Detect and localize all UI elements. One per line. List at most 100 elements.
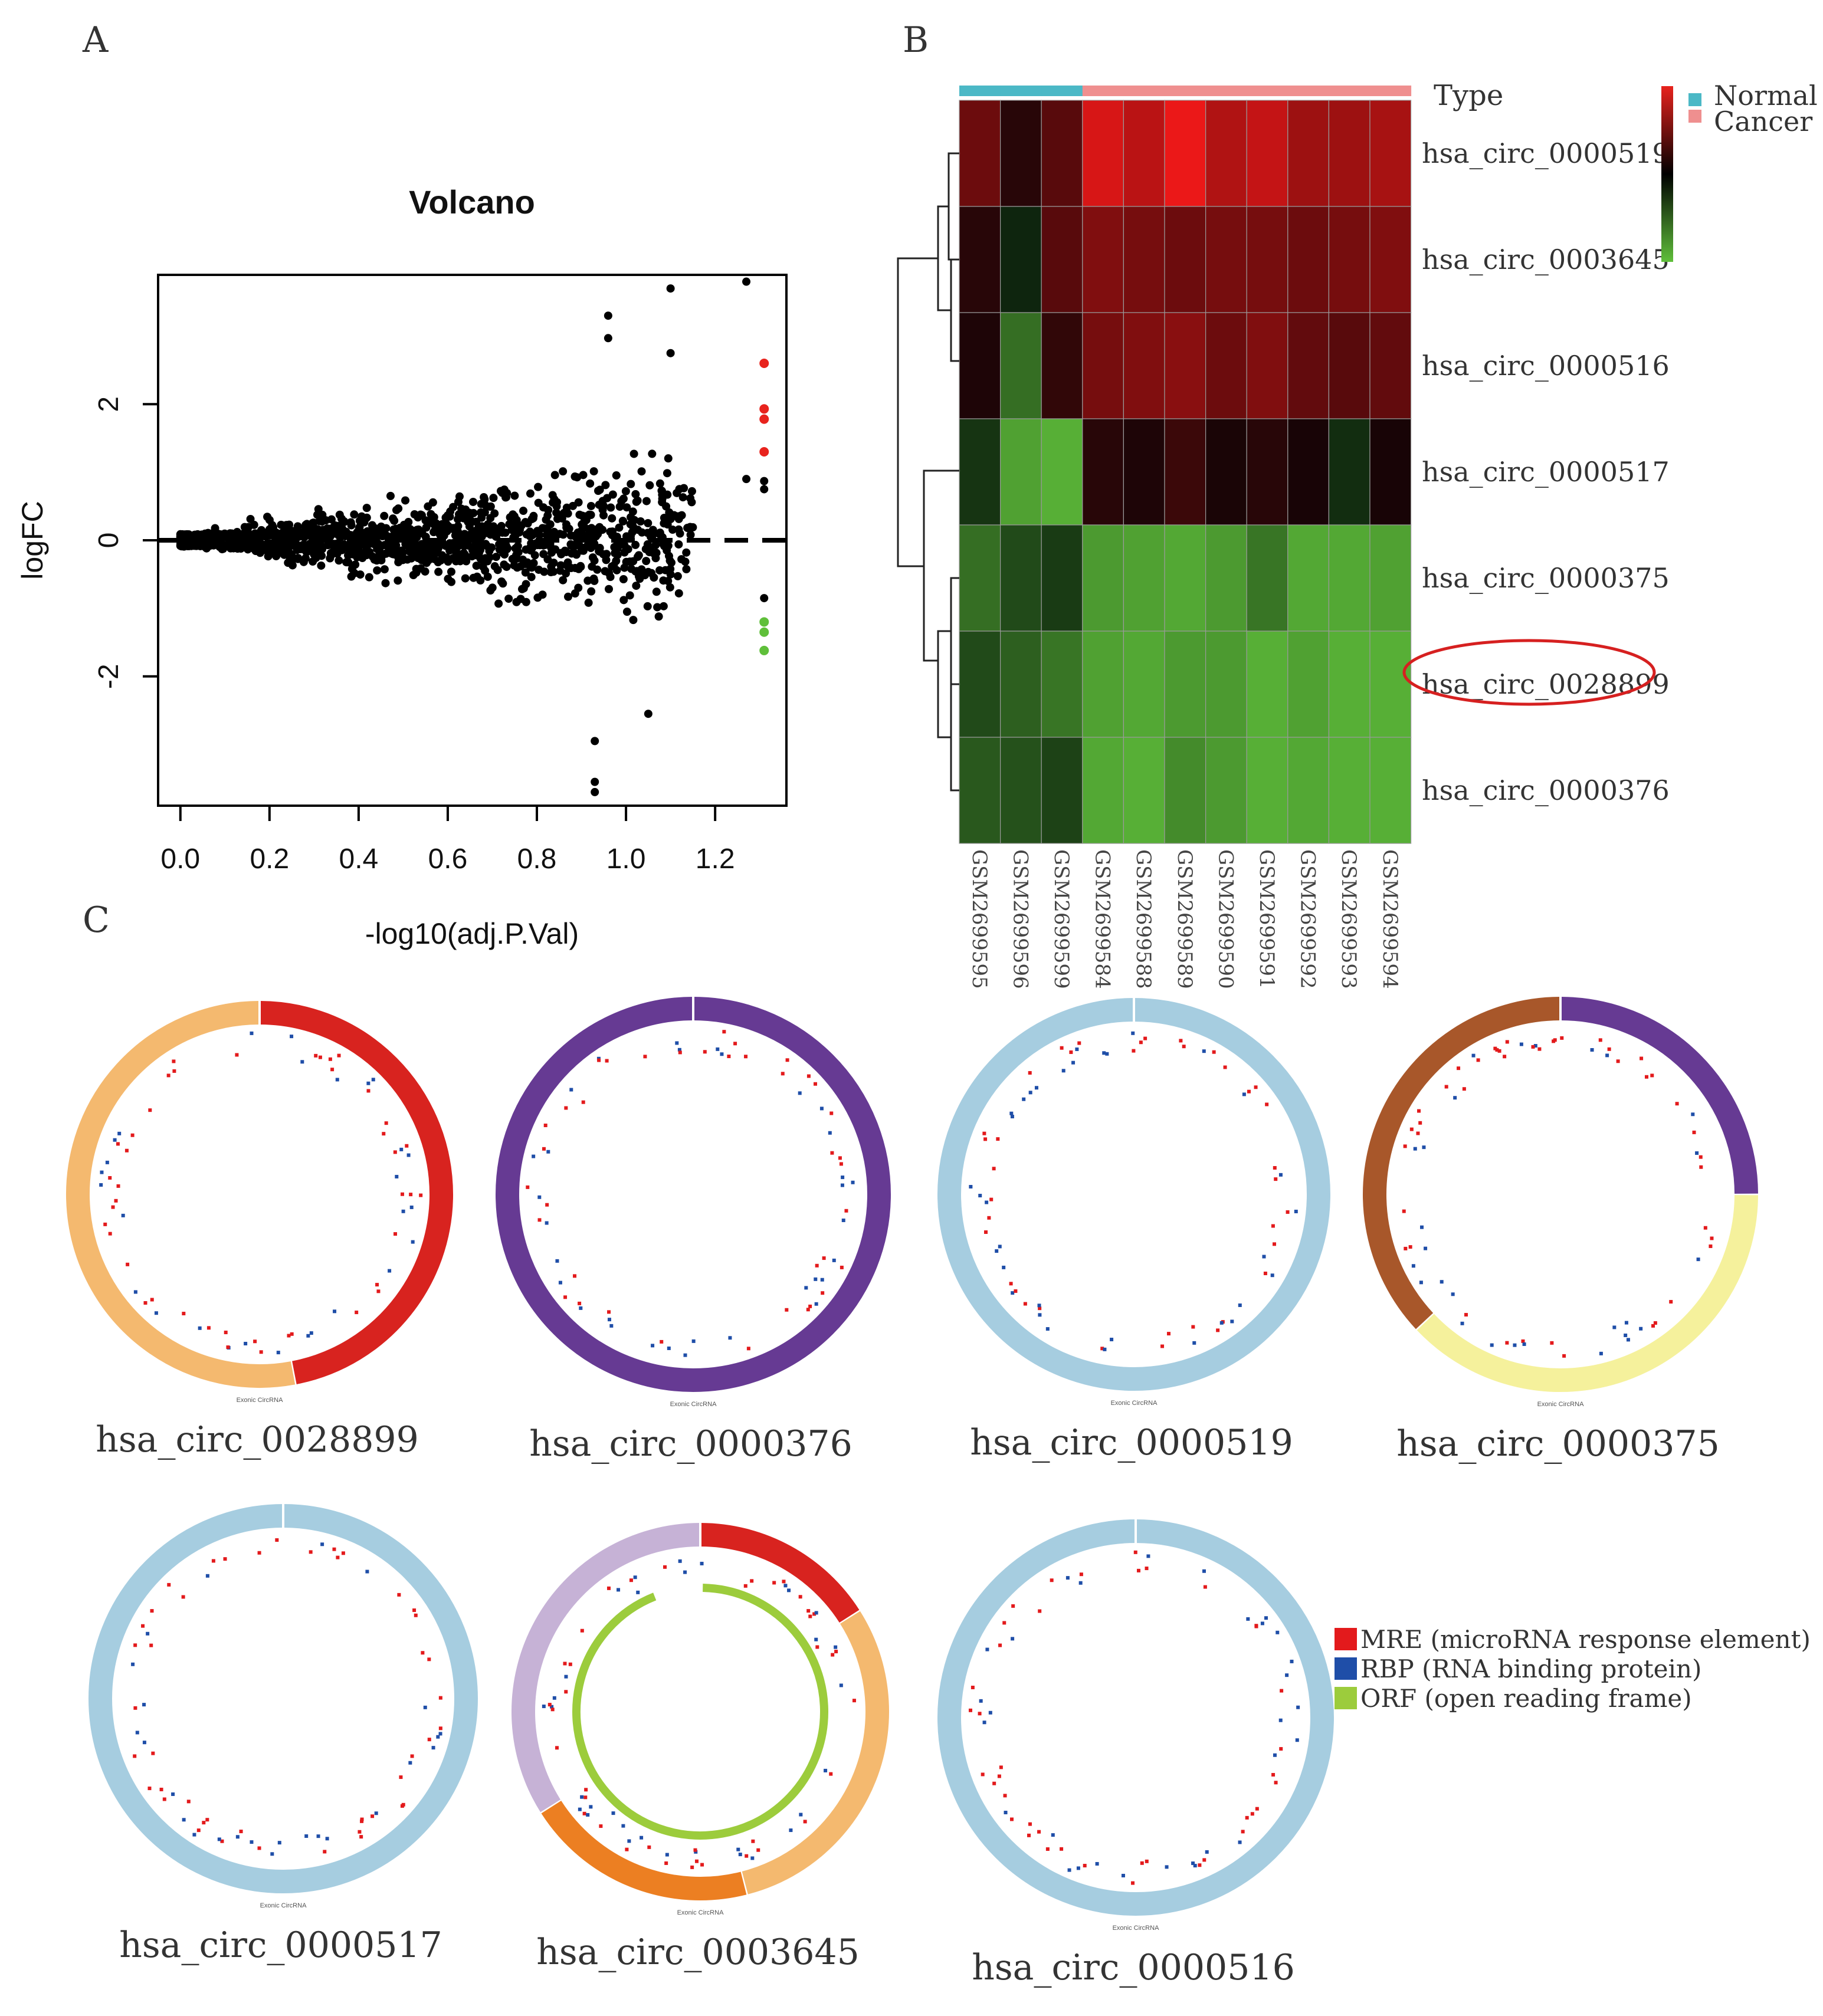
data-point [621, 487, 630, 495]
data-point [555, 512, 564, 521]
mre-mark [597, 1058, 601, 1062]
rbp-mark [198, 1326, 202, 1330]
heatmap-cell [1082, 100, 1124, 207]
mre-mark [806, 1308, 810, 1312]
data-point [377, 556, 386, 564]
rbp-mark [250, 1031, 254, 1035]
heatmap-cell [1164, 418, 1206, 526]
data-point [539, 550, 548, 559]
data-point [285, 552, 294, 561]
mre-mark [1212, 1050, 1216, 1054]
data-point [473, 572, 481, 581]
rbp-mark [1490, 1343, 1494, 1347]
volcano-y-axis: -2 0 2 [93, 396, 158, 689]
rbp-mark [309, 1331, 313, 1335]
x-tick-label: 0.2 [250, 843, 289, 875]
rbp-mark [1191, 1861, 1195, 1866]
rbp-mark [586, 1813, 590, 1817]
mre-mark [830, 1151, 834, 1155]
data-point [608, 531, 617, 540]
heatmap-cell [1205, 100, 1247, 207]
rbp-mark [1471, 1053, 1476, 1058]
data-point [539, 503, 548, 512]
rbp-mark [182, 1818, 186, 1822]
rbp-mark [277, 1841, 281, 1845]
data-point [208, 531, 217, 540]
mre-mark [803, 1820, 807, 1824]
rbp-mark [1453, 1096, 1457, 1100]
data-point [673, 488, 681, 497]
mre-mark [1002, 1621, 1006, 1625]
data-point [441, 541, 450, 550]
mre-mark [1537, 1047, 1542, 1051]
data-point [663, 490, 672, 499]
circrna-plot: Exonic CircRNA hsa_circ_0000516 [937, 1518, 1334, 1988]
rbp-mark [1519, 1042, 1523, 1046]
rbp-mark [1193, 1864, 1197, 1868]
heatmap-column-label: GSM2699588 [1132, 849, 1155, 989]
mre-mark [694, 1859, 699, 1863]
heatmap-cell [999, 524, 1042, 632]
mre-mark [1245, 1815, 1249, 1820]
mre-mark [839, 1162, 843, 1166]
data-point [742, 475, 751, 484]
heatmap-row-label: hsa_circ_0000517 [1422, 456, 1670, 488]
mre-mark [537, 1218, 542, 1222]
mre-mark [1550, 1341, 1554, 1345]
mre-mark [1403, 1144, 1407, 1148]
rbp-mark [1411, 1264, 1415, 1268]
heatmap-cell [1328, 100, 1370, 207]
data-point [674, 589, 683, 597]
heatmap-cell [1246, 100, 1288, 207]
heatmap-cell [959, 737, 1001, 844]
circrna-name: hsa_circ_0000519 [970, 1422, 1293, 1463]
heatmap-cell [1287, 524, 1330, 632]
mre-mark [1083, 1864, 1087, 1868]
mre-mark [678, 1050, 682, 1055]
data-point [486, 530, 495, 539]
mre-mark [1198, 1863, 1202, 1867]
mre-mark [992, 1781, 996, 1785]
data-point [587, 587, 596, 596]
mre-mark [580, 1628, 584, 1633]
data-point [586, 501, 595, 510]
mre-mark [526, 1185, 530, 1189]
mre-mark [1139, 1040, 1143, 1045]
mre-mark [224, 1331, 228, 1335]
heatmap-cell [1123, 737, 1165, 844]
data-point [487, 543, 496, 552]
mre-mark [149, 1643, 153, 1647]
type-bar-cell [1247, 86, 1288, 96]
heatmap-cell [959, 312, 1001, 419]
mre-mark [358, 1830, 362, 1834]
mre-mark [1699, 1165, 1703, 1169]
mre-mark [1133, 1550, 1137, 1554]
exon-segment [512, 1523, 700, 1813]
mre-mark [328, 1057, 332, 1061]
mre-mark [400, 1192, 404, 1196]
heatmap-cell [1287, 737, 1330, 844]
heatmap-cell [1369, 100, 1412, 207]
type-bar-cell [1000, 86, 1042, 96]
rbp-mark [1242, 1092, 1246, 1096]
mre-mark [647, 1845, 651, 1849]
data-point [686, 494, 695, 503]
mre-mark [1274, 1177, 1278, 1181]
data-point [510, 491, 519, 500]
heatmap-cell [1328, 737, 1370, 844]
data-point [409, 539, 418, 548]
mre-mark [162, 1797, 166, 1801]
heatmap-cell [1164, 524, 1206, 632]
heatmap-cell [1041, 737, 1083, 844]
heatmap-cell [1328, 631, 1370, 738]
data-point [576, 529, 585, 538]
type-bar-cell [1205, 86, 1247, 96]
mre-mark [167, 1582, 171, 1587]
heatmap-cell [1205, 206, 1247, 313]
data-point [589, 467, 598, 476]
data-point [644, 518, 653, 527]
data-point [632, 497, 641, 506]
mre-mark [1160, 1344, 1165, 1348]
mre-mark [130, 1133, 135, 1137]
rbp-mark [546, 1150, 550, 1154]
